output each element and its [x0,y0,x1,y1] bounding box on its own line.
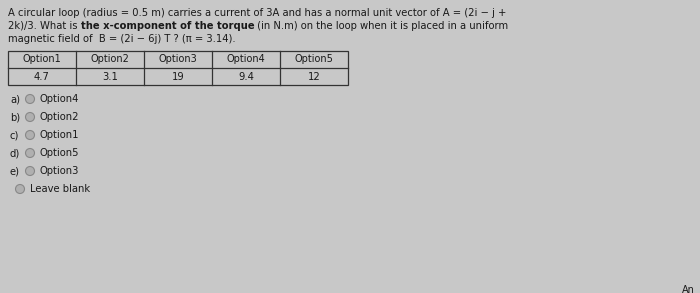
Text: 9.4: 9.4 [238,71,254,81]
Text: the x-component of the torque: the x-component of the torque [80,21,254,31]
Text: Leave blank: Leave blank [30,184,90,194]
Circle shape [15,185,24,193]
Text: 19: 19 [172,71,184,81]
Text: (in N.m) on the loop when it is placed in a uniform: (in N.m) on the loop when it is placed i… [254,21,508,31]
Text: magnetic field of  B = (2i − 6j) T ? (π = 3.14).: magnetic field of B = (2i − 6j) T ? (π =… [8,34,236,44]
Text: A circular loop (radius = 0.5 m) carries a current of 3A and has a normal unit v: A circular loop (radius = 0.5 m) carries… [8,8,506,18]
Text: Option5: Option5 [295,54,333,64]
Text: Option5: Option5 [40,148,80,158]
Text: Option3: Option3 [159,54,197,64]
Text: b): b) [10,112,20,122]
Circle shape [25,95,34,103]
Text: Option1: Option1 [22,54,62,64]
Text: 12: 12 [307,71,321,81]
Circle shape [25,149,34,158]
Circle shape [25,113,34,122]
Text: Option4: Option4 [40,94,79,104]
Text: An: An [682,285,695,293]
Text: Option1: Option1 [40,130,80,140]
Text: c): c) [10,130,20,140]
Text: 2k)/3. What is: 2k)/3. What is [8,21,81,31]
Text: Option2: Option2 [40,112,80,122]
Text: d): d) [10,148,20,158]
Text: 4.7: 4.7 [34,71,50,81]
Bar [8,51,348,85]
Text: Option3: Option3 [40,166,79,176]
Text: Option4: Option4 [227,54,265,64]
Circle shape [25,130,34,139]
Circle shape [25,166,34,176]
Text: Option2: Option2 [90,54,130,64]
Text: 3.1: 3.1 [102,71,118,81]
Text: e): e) [10,166,20,176]
Text: a): a) [10,94,20,104]
